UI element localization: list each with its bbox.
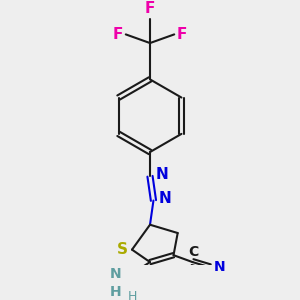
- Text: F: F: [113, 27, 123, 42]
- Text: N: N: [110, 267, 122, 281]
- Text: H: H: [128, 290, 137, 300]
- Text: C: C: [188, 245, 199, 260]
- Text: N: N: [155, 167, 168, 182]
- Text: N: N: [214, 260, 226, 274]
- Text: S: S: [117, 242, 128, 257]
- Text: F: F: [177, 27, 187, 42]
- Text: H: H: [110, 285, 122, 298]
- Text: F: F: [145, 1, 155, 16]
- Text: N: N: [159, 191, 171, 206]
